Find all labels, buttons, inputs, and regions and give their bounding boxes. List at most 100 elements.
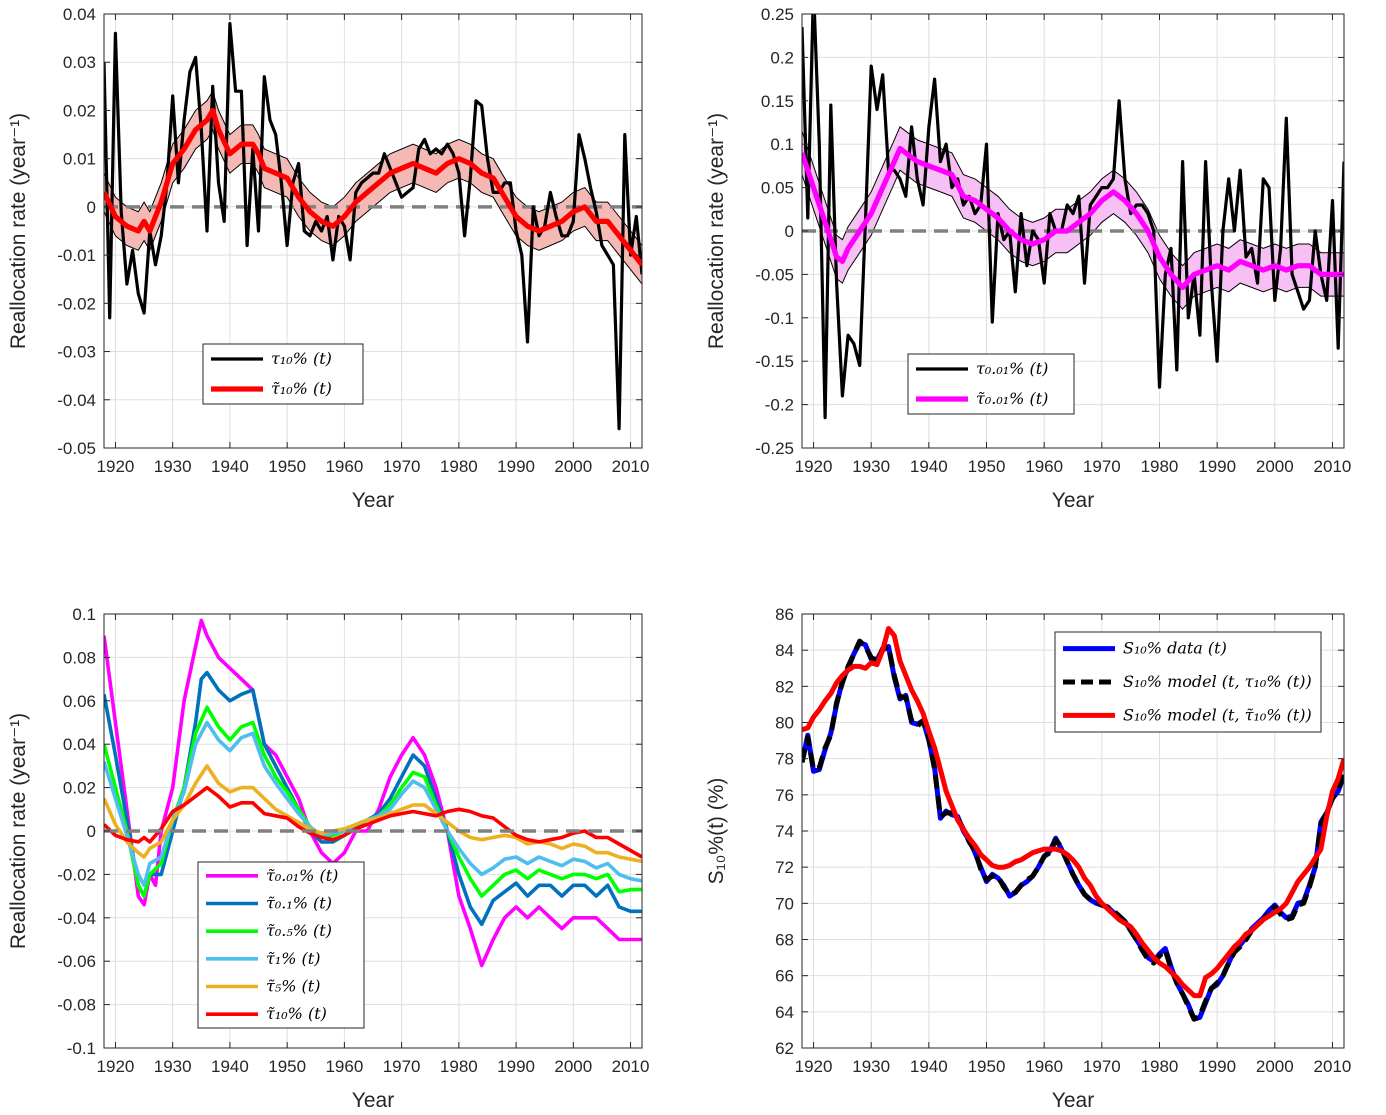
y-tick-label: -0.08 <box>57 996 96 1015</box>
plot-marks <box>802 626 1344 1022</box>
y-tick-label: -0.04 <box>57 391 96 410</box>
legend-box <box>907 353 1075 415</box>
legend-label: τ̃₀.₅% (t) <box>266 921 332 940</box>
x-tick-label: 1970 <box>1083 457 1121 476</box>
x-tick-label: 1950 <box>268 1057 306 1076</box>
y-tick-label: 84 <box>775 641 794 660</box>
series-line-2 <box>104 107 642 267</box>
chart-panel-2: 1920 1930 1940 1950 1960 1970 1980 1990 2000 2010… <box>705 5 1352 512</box>
confidence-upper <box>802 126 1344 267</box>
y-tick-label: 76 <box>775 786 794 805</box>
x-tick-label: 1960 <box>325 1057 363 1076</box>
legend-label: τ̃₁₀% (t) <box>271 379 332 398</box>
x-tick-label: 1940 <box>211 457 249 476</box>
x-tick-label: 1930 <box>154 1057 192 1076</box>
x-tick-label: 1990 <box>1198 457 1236 476</box>
x-tick-label: 1970 <box>383 1057 421 1076</box>
y-axis-label: Reallocation rate (year⁻¹) <box>7 113 30 349</box>
y-tick-label: 0.2 <box>770 48 794 67</box>
x-tick-label: 1990 <box>497 457 535 476</box>
series-line-6 <box>104 785 642 859</box>
legend-label: S₁₀% model (t, τ₁₀% (t)) <box>1123 672 1312 691</box>
x-tick-label: 2000 <box>1256 457 1294 476</box>
x-tick-label: 1930 <box>154 457 192 476</box>
legend-label: τ̃₁₀% (t) <box>266 1004 327 1023</box>
y-tick-label: 68 <box>775 931 794 950</box>
y-axis-label: S₁₀%(t) (%) <box>705 778 728 885</box>
y-tick-label: -0.02 <box>57 865 96 884</box>
y-axis-label: Reallocation rate (year⁻¹) <box>7 713 30 949</box>
plot-marks <box>104 22 642 431</box>
x-tick-label: 2010 <box>612 457 650 476</box>
x-tick-label: 1930 <box>852 1057 890 1076</box>
x-tick-label: 2010 <box>612 1057 650 1076</box>
series-line-1 <box>104 22 642 431</box>
confidence-lower <box>802 169 1344 310</box>
x-tick-label: 1940 <box>910 1057 948 1076</box>
legend-label: τ₀.₀₁% (t) <box>976 359 1048 378</box>
x-tick-label: 1960 <box>325 457 363 476</box>
y-tick-label: 70 <box>775 894 794 913</box>
x-tick-label: 2010 <box>1314 1057 1352 1076</box>
y-tick-label: 80 <box>775 714 794 733</box>
y-tick-label: -0.02 <box>57 294 96 313</box>
chart-panel-4: 1920 1930 1940 1950 1960 1970 1980 1990 2000 2010… <box>705 605 1351 1112</box>
y-axis-label: Reallocation rate (year⁻¹) <box>705 113 728 349</box>
x-tick-label: 1920 <box>97 457 135 476</box>
legend-label: τ̃₀.₀₁% (t) <box>266 866 338 885</box>
y-tick-label: -0.04 <box>57 909 96 928</box>
y-tick-label: 86 <box>775 605 794 624</box>
legend-box <box>197 861 365 1029</box>
series-line-2 <box>802 145 1344 290</box>
y-tick-label: 0.02 <box>63 101 96 120</box>
legend-label: S₁₀% data (t) <box>1123 639 1227 658</box>
x-axis-label: Year <box>352 489 394 512</box>
y-tick-label: 0.08 <box>63 648 96 667</box>
legend: τ₀.₀₁% (t) τ̃₀.₀₁% (t) <box>907 353 1075 415</box>
y-tick-label: 0.25 <box>761 5 794 24</box>
x-tick-label: 2000 <box>554 1057 592 1076</box>
y-tick-label: -0.2 <box>765 396 794 415</box>
y-tick-label: 0.04 <box>63 5 96 24</box>
y-tick-label: 72 <box>775 858 794 877</box>
x-tick-label: 1920 <box>795 457 833 476</box>
y-tick-label: 0.01 <box>63 150 96 169</box>
x-tick-label: 1920 <box>97 1057 135 1076</box>
x-axis-label: Year <box>1052 1089 1094 1112</box>
y-tick-label: 74 <box>775 822 794 841</box>
y-tick-label: 0.15 <box>761 92 794 111</box>
x-tick-label: 1970 <box>1083 1057 1121 1076</box>
x-tick-label: 1990 <box>497 1057 535 1076</box>
y-tick-label: 62 <box>775 1039 794 1058</box>
x-tick-label: 1940 <box>910 457 948 476</box>
y-tick-label: -0.01 <box>57 246 96 265</box>
x-tick-label: 1980 <box>440 457 478 476</box>
x-tick-label: 1980 <box>440 1057 478 1076</box>
plot-marks <box>104 618 642 968</box>
y-tick-label: -0.25 <box>755 439 794 458</box>
x-tick-label: 1970 <box>383 457 421 476</box>
y-tick-label: 0.06 <box>63 692 96 711</box>
legend: τ̃₀.₀₁% (t) τ̃₀.₁% (t) τ̃₀.₅% (t) τ̃₁% (t) τ… <box>197 861 365 1029</box>
series-line-2 <box>802 638 1344 1022</box>
y-tick-label: -0.1 <box>765 309 794 328</box>
y-tick-label: 0.05 <box>761 179 794 198</box>
x-tick-label: 2010 <box>1314 457 1352 476</box>
y-tick-label: 0.03 <box>63 53 96 72</box>
y-tick-label: -0.06 <box>57 952 96 971</box>
legend: τ₁₀% (t) τ̃₁₀% (t) <box>202 343 364 405</box>
x-tick-label: 1980 <box>1141 1057 1179 1076</box>
axes-box <box>103 13 643 449</box>
x-tick-label: 2000 <box>1256 1057 1294 1076</box>
x-tick-label: 2000 <box>554 457 592 476</box>
confidence-band <box>802 126 1344 310</box>
x-tick-label: 1940 <box>211 1057 249 1076</box>
y-tick-label: 0 <box>87 822 96 841</box>
x-tick-label: 1950 <box>968 457 1006 476</box>
x-axis-label: Year <box>1052 489 1094 512</box>
legend-label: τ̃₁% (t) <box>266 949 320 968</box>
confidence-upper <box>104 89 642 246</box>
y-tick-label: 0.04 <box>63 735 96 754</box>
y-tick-label: 78 <box>775 750 794 769</box>
